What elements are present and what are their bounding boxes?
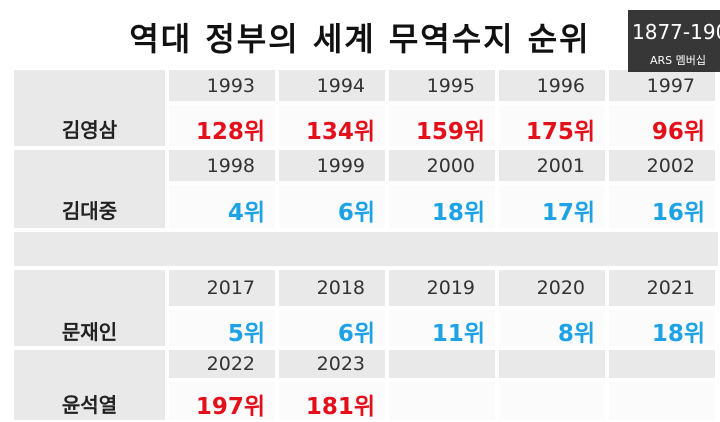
rank-cell — [607, 183, 717, 230]
rank: 18위 — [651, 321, 705, 347]
year: 2001 — [536, 154, 585, 177]
year-cell — [167, 148, 277, 183]
rank-cell — [387, 103, 497, 148]
rank-cell — [607, 103, 717, 148]
year-cell — [497, 268, 607, 308]
overlay-phone: 1877-190 — [632, 20, 720, 44]
rank-cell — [167, 308, 277, 348]
rank: 96위 — [651, 118, 705, 145]
year: 1993 — [206, 74, 255, 97]
year-cell — [607, 348, 717, 380]
rank: 134위 — [305, 118, 375, 145]
year-cell — [497, 348, 607, 380]
year-cell — [277, 268, 387, 308]
year: 2002 — [646, 154, 695, 177]
year: 2022 — [206, 353, 255, 375]
year: 1998 — [206, 154, 255, 177]
year-cell — [167, 348, 277, 380]
name-cell — [12, 348, 167, 422]
rank-cell — [167, 103, 277, 148]
year-cell — [167, 268, 277, 308]
broadcast-overlay: 1877-190 ARS 멤버십 — [628, 10, 720, 72]
overlay-label: ARS 멤버십 — [650, 54, 707, 67]
year-cell — [167, 68, 277, 103]
year-cell — [277, 348, 387, 380]
year-cell — [387, 68, 497, 103]
year-cell — [277, 148, 387, 183]
rank-cell — [387, 308, 497, 348]
rank-cell — [497, 380, 607, 422]
rank-cell — [497, 183, 607, 230]
name-cell — [12, 148, 167, 230]
rank-cell — [387, 183, 497, 230]
rank-cell — [277, 183, 387, 230]
year: 1995 — [426, 74, 475, 97]
rank: 16위 — [651, 199, 705, 226]
rank: 175위 — [525, 118, 595, 145]
rank-cell — [387, 380, 497, 422]
year-cell — [277, 68, 387, 103]
year: 2000 — [426, 154, 475, 177]
rank: 4위 — [227, 199, 265, 226]
name-cell — [12, 268, 167, 348]
rank-cell — [277, 308, 387, 348]
rank: 8위 — [557, 321, 595, 347]
rank-cell — [607, 308, 717, 348]
year: 1997 — [646, 74, 695, 97]
year: 2018 — [316, 277, 365, 299]
year: 2020 — [536, 277, 585, 299]
year: 1994 — [316, 74, 365, 97]
government-name: 윤석열 — [61, 393, 118, 417]
rank: 11위 — [431, 321, 485, 347]
year: 2019 — [426, 277, 475, 299]
rank: 18위 — [431, 199, 485, 226]
year-cell — [497, 148, 607, 183]
year: 2023 — [316, 353, 365, 375]
rank-cell — [497, 308, 607, 348]
year-cell — [607, 148, 717, 183]
year: 2021 — [646, 277, 695, 299]
year: 2017 — [206, 277, 255, 299]
rank: 197위 — [195, 394, 265, 420]
government-name: 김영삼 — [61, 117, 118, 142]
rank: 181위 — [305, 394, 375, 420]
rank-cell — [167, 380, 277, 422]
year-cell — [387, 268, 497, 308]
rank: 5위 — [227, 321, 265, 347]
year: 1999 — [316, 154, 365, 177]
rank-cell — [607, 380, 717, 422]
rank-cell — [497, 103, 607, 148]
government-name: 김대중 — [61, 198, 118, 223]
rank-cell — [277, 103, 387, 148]
rank: 17위 — [541, 199, 595, 226]
government-name: 문재인 — [61, 320, 118, 344]
year-cell — [387, 148, 497, 183]
title: 역대 정부의 세계 무역수지 순위 — [129, 20, 591, 58]
year-cell — [387, 348, 497, 380]
rank: 159위 — [415, 118, 485, 145]
year-cell — [497, 68, 607, 103]
name-cell — [12, 68, 167, 148]
rank: 6위 — [337, 199, 375, 226]
rank: 6위 — [337, 321, 375, 347]
rank-cell — [167, 183, 277, 230]
rank: 128위 — [195, 118, 265, 145]
rank-cell — [277, 380, 387, 422]
year-cell — [607, 268, 717, 308]
year: 1996 — [536, 74, 585, 97]
separator-row — [12, 230, 720, 268]
